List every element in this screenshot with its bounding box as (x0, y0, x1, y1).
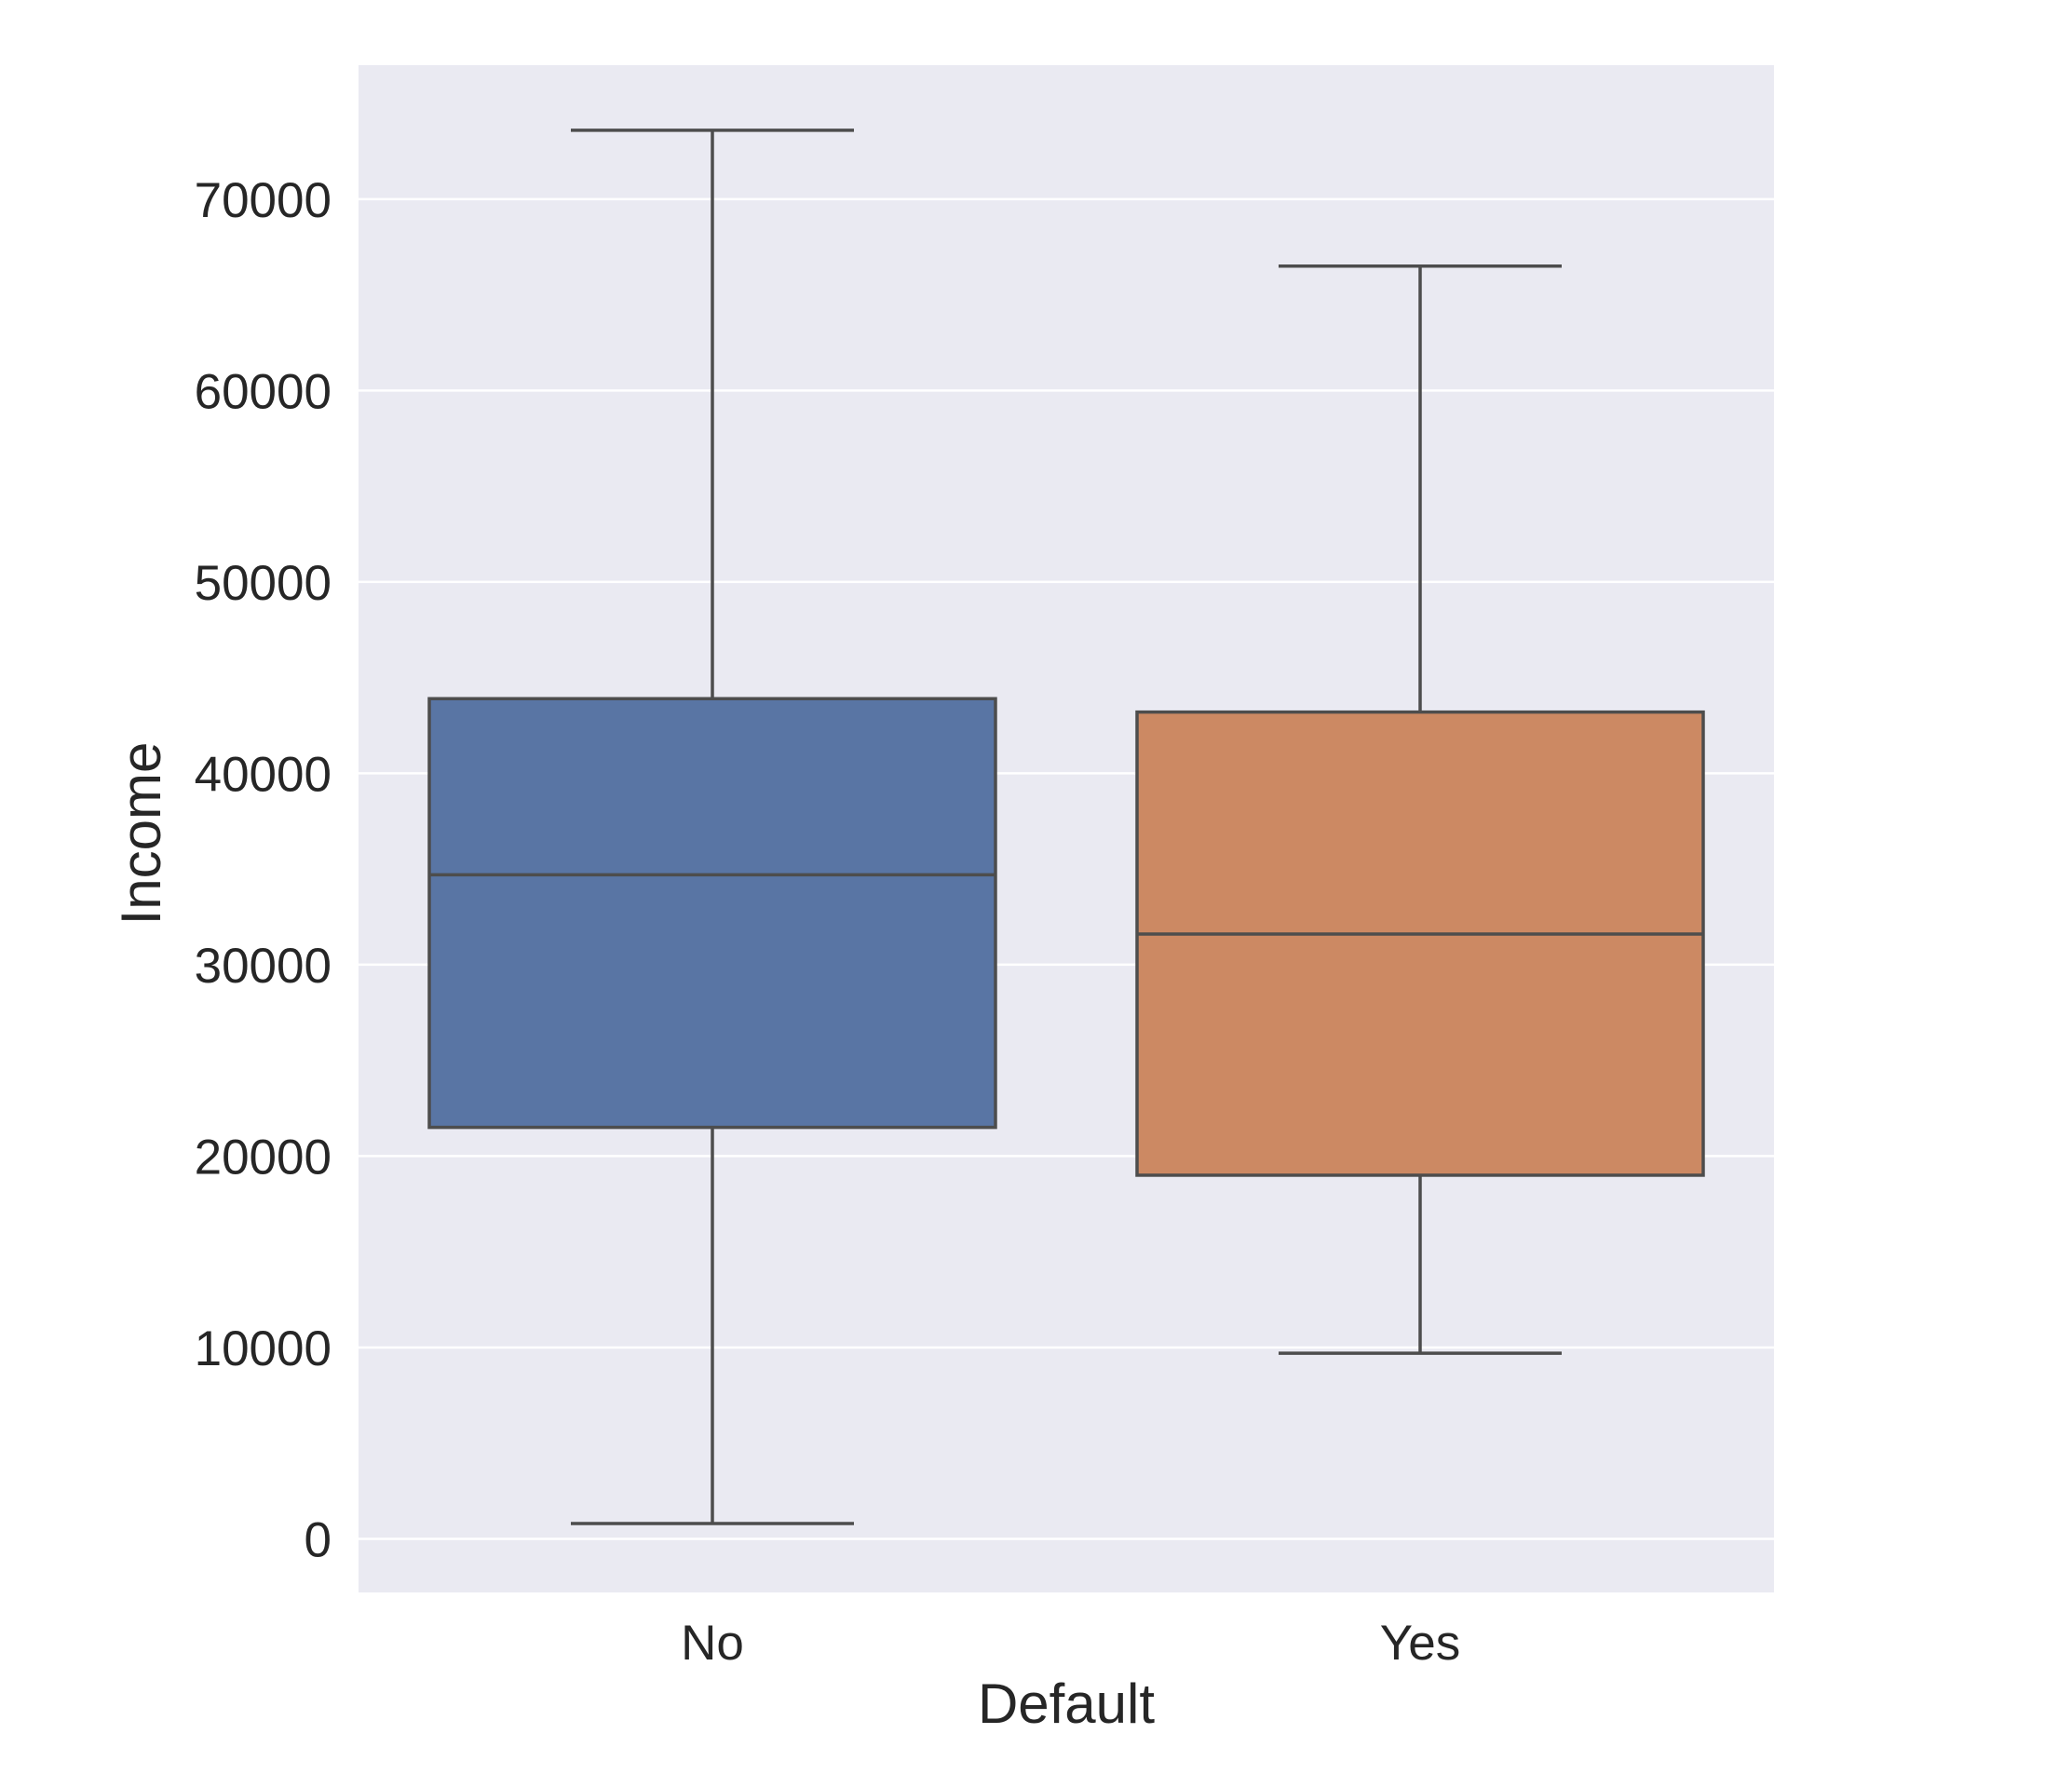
x-tick-label: Yes (1380, 1616, 1460, 1671)
y-tick-label: 70000 (195, 173, 332, 228)
y-tick-label: 30000 (195, 939, 332, 994)
y-tick-label: 0 (305, 1512, 332, 1567)
y-tick-label: 40000 (195, 747, 332, 802)
y-axis-ticks: 0 10000 20000 30000 40000 50000 60000 70000 (195, 173, 332, 1568)
x-axis-ticks: No Yes (681, 1616, 1460, 1671)
x-axis-label: Default (978, 1673, 1155, 1735)
iqr-box (427, 697, 997, 1130)
y-tick-label: 20000 (195, 1130, 332, 1185)
box-yes (1135, 264, 1705, 1355)
x-tick-label: No (681, 1616, 744, 1671)
y-tick-label: 10000 (195, 1321, 332, 1376)
boxes (427, 129, 1705, 1525)
box-no (427, 129, 997, 1525)
iqr-box (1135, 710, 1705, 1177)
y-tick-label: 50000 (195, 556, 332, 611)
y-tick-label: 60000 (195, 364, 332, 419)
y-axis-label: Income (110, 742, 172, 926)
